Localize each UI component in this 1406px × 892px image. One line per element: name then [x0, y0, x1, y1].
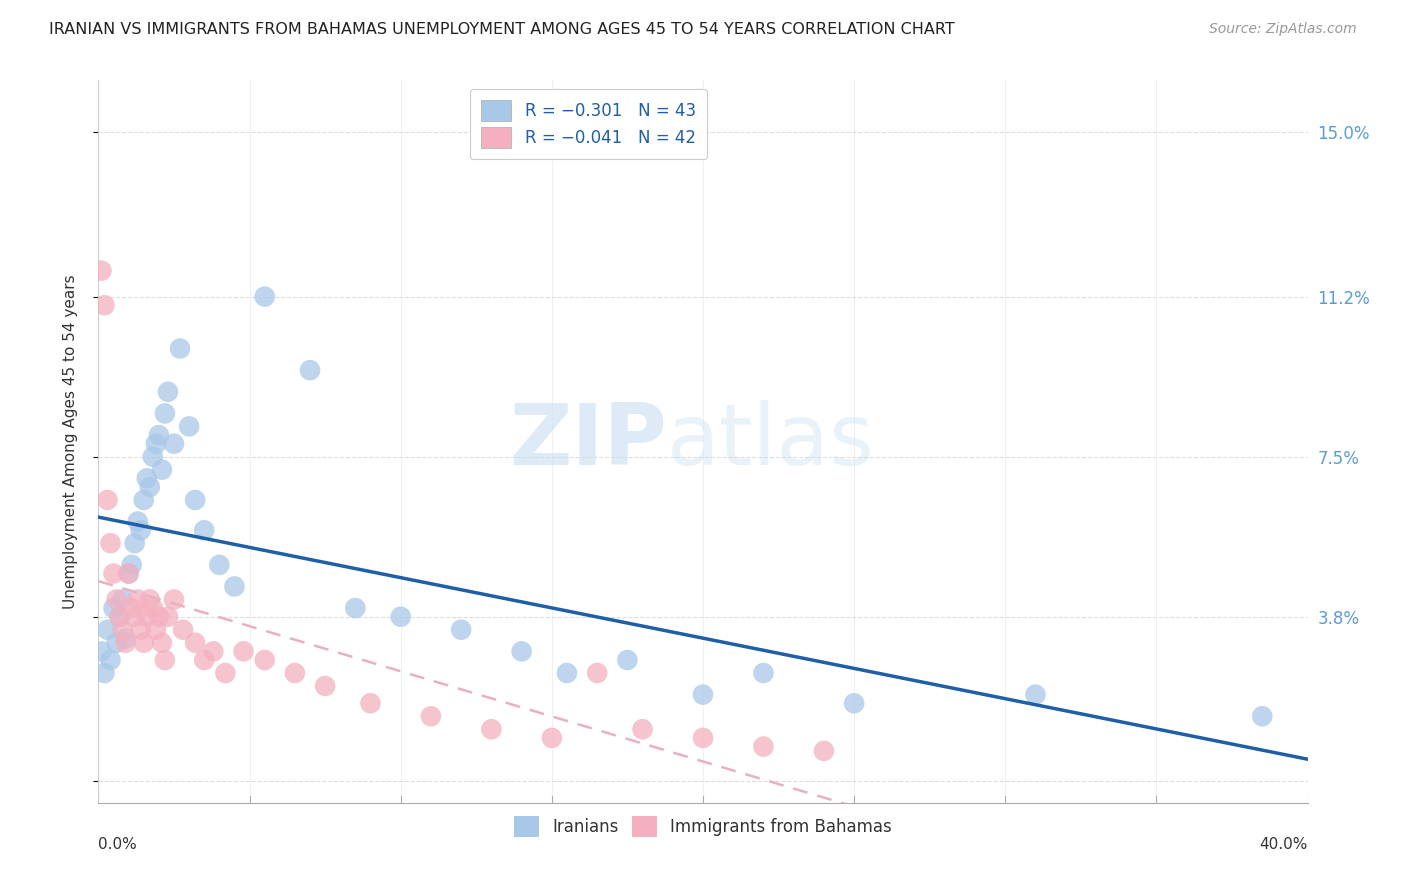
- Point: [111, 592, 134, 607]
- Point: [139, 480, 162, 494]
- Point: [1251, 709, 1274, 723]
- Point: [100, 653, 122, 667]
- Point: [224, 579, 246, 593]
- Point: [118, 566, 141, 581]
- Text: Source: ZipAtlas.com: Source: ZipAtlas.com: [1209, 22, 1357, 37]
- Text: 40.0%: 40.0%: [1260, 838, 1308, 853]
- Point: [108, 609, 131, 624]
- Y-axis label: Unemployment Among Ages 45 to 54 years: Unemployment Among Ages 45 to 54 years: [63, 274, 77, 609]
- Point: [692, 731, 714, 745]
- Point: [114, 636, 136, 650]
- Point: [139, 592, 162, 607]
- Point: [314, 679, 336, 693]
- Point: [153, 406, 176, 420]
- Point: [202, 644, 225, 658]
- Point: [118, 566, 141, 581]
- Point: [193, 523, 215, 537]
- Point: [253, 290, 276, 304]
- Point: [299, 363, 322, 377]
- Point: [360, 696, 382, 710]
- Text: ZIP: ZIP: [509, 400, 666, 483]
- Point: [214, 665, 236, 680]
- Point: [127, 592, 149, 607]
- Point: [145, 436, 167, 450]
- Point: [253, 653, 276, 667]
- Point: [142, 450, 165, 464]
- Point: [163, 436, 186, 450]
- Point: [752, 665, 775, 680]
- Point: [148, 428, 170, 442]
- Point: [586, 665, 609, 680]
- Point: [108, 609, 131, 624]
- Point: [450, 623, 472, 637]
- Point: [631, 723, 654, 737]
- Legend: Iranians, Immigrants from Bahamas: Iranians, Immigrants from Bahamas: [506, 808, 900, 845]
- Point: [129, 623, 152, 637]
- Point: [555, 665, 578, 680]
- Point: [284, 665, 307, 680]
- Point: [142, 601, 165, 615]
- Point: [90, 263, 112, 277]
- Point: [184, 636, 207, 650]
- Point: [100, 536, 122, 550]
- Point: [153, 653, 176, 667]
- Point: [111, 623, 134, 637]
- Point: [616, 653, 638, 667]
- Point: [344, 601, 367, 615]
- Point: [752, 739, 775, 754]
- Point: [124, 609, 146, 624]
- Point: [129, 523, 152, 537]
- Point: [114, 632, 136, 646]
- Point: [105, 636, 128, 650]
- Point: [96, 623, 118, 637]
- Point: [193, 653, 215, 667]
- Point: [420, 709, 443, 723]
- Text: IRANIAN VS IMMIGRANTS FROM BAHAMAS UNEMPLOYMENT AMONG AGES 45 TO 54 YEARS CORREL: IRANIAN VS IMMIGRANTS FROM BAHAMAS UNEMP…: [49, 22, 955, 37]
- Point: [103, 566, 125, 581]
- Point: [179, 419, 201, 434]
- Point: [156, 384, 179, 399]
- Point: [172, 623, 194, 637]
- Point: [121, 601, 143, 615]
- Point: [389, 609, 412, 624]
- Point: [184, 492, 207, 507]
- Point: [163, 592, 186, 607]
- Point: [135, 609, 157, 624]
- Point: [127, 515, 149, 529]
- Point: [145, 623, 167, 637]
- Point: [1024, 688, 1046, 702]
- Point: [481, 723, 503, 737]
- Point: [135, 471, 157, 485]
- Point: [156, 609, 179, 624]
- Point: [540, 731, 562, 745]
- Point: [124, 536, 146, 550]
- Point: [510, 644, 533, 658]
- Point: [169, 342, 191, 356]
- Point: [93, 298, 115, 312]
- Point: [232, 644, 254, 658]
- Text: atlas: atlas: [666, 400, 875, 483]
- Point: [813, 744, 835, 758]
- Point: [103, 601, 125, 615]
- Point: [208, 558, 231, 572]
- Point: [96, 492, 118, 507]
- Point: [121, 558, 143, 572]
- Point: [105, 592, 128, 607]
- Point: [844, 696, 866, 710]
- Point: [132, 636, 155, 650]
- Point: [90, 644, 112, 658]
- Point: [148, 609, 170, 624]
- Point: [150, 636, 173, 650]
- Point: [692, 688, 714, 702]
- Text: 0.0%: 0.0%: [98, 838, 138, 853]
- Point: [150, 463, 173, 477]
- Point: [132, 492, 155, 507]
- Point: [93, 665, 115, 680]
